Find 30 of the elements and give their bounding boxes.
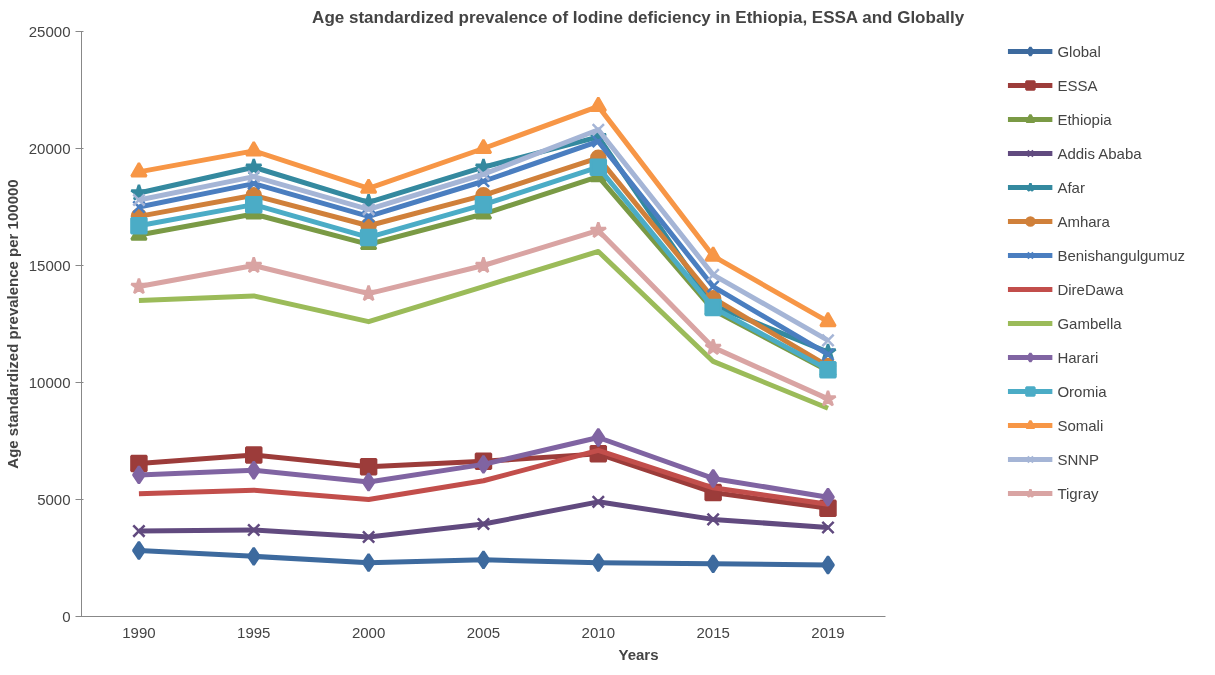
x-tick-label: 1995	[237, 623, 271, 641]
legend-label: Ethiopia	[1057, 110, 1112, 128]
legend-label: Benishangulgumuz	[1057, 246, 1185, 264]
legend-label: DireDawa	[1057, 280, 1124, 298]
x-tick-label: 2010	[581, 623, 615, 641]
legend-label: Addis Ababa	[1057, 144, 1142, 162]
y-tick-label: 10000	[28, 373, 71, 391]
y-tick-label: 25000	[28, 22, 71, 40]
legend-label: ESSA	[1057, 76, 1098, 94]
legend-label: SNNP	[1057, 450, 1100, 468]
legend-label: Global	[1057, 42, 1101, 60]
x-tick-label: 2015	[696, 623, 730, 641]
legend-label: Amhara	[1057, 212, 1110, 230]
y-tick-label: 15000	[28, 256, 71, 274]
legend-label: Gambella	[1057, 314, 1122, 332]
y-axis-title: Age standardized prevalence per 100000	[3, 179, 21, 469]
legend-label: Tigray	[1057, 484, 1099, 502]
y-tick-label: 5000	[37, 490, 71, 508]
legend-label: Afar	[1057, 178, 1085, 196]
x-tick-label: 2019	[811, 623, 845, 641]
legend-label: Harari	[1057, 348, 1099, 366]
y-tick-label: 20000	[28, 139, 71, 157]
x-tick-label: 2000	[351, 623, 386, 641]
x-tick-label: 2005	[466, 623, 501, 641]
y-tick-label: 0	[62, 607, 71, 625]
legend-label: Oromia	[1057, 382, 1107, 400]
x-tick-label: 1990	[122, 623, 156, 641]
x-axis-title: Years	[618, 645, 659, 663]
legend-label: Somali	[1057, 416, 1104, 434]
chart-title: Age standardized prevalence of Iodine deficiency in Ethiopia, ESSA and Globally	[312, 7, 965, 27]
